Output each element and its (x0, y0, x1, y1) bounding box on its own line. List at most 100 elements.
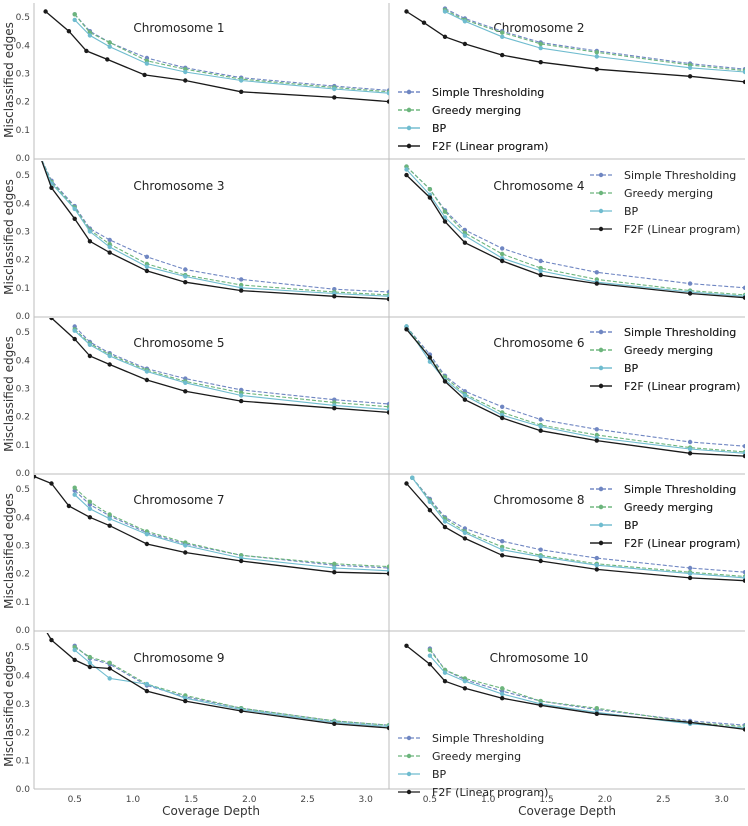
data-point (462, 41, 468, 47)
y-tick-label: 0.3 (16, 700, 30, 710)
data-point (687, 281, 693, 286)
y-tick-label: 0.4 (16, 199, 31, 209)
x-tick-label: 2.0 (242, 795, 257, 805)
data-point (538, 558, 543, 564)
data-point (72, 17, 77, 23)
data-point (84, 48, 89, 54)
data-point (594, 563, 599, 568)
data-point (404, 9, 409, 14)
data-point (442, 670, 448, 675)
legend-label: BP (624, 519, 639, 532)
data-point (144, 532, 150, 537)
data-point (183, 698, 188, 704)
legend-label: F2F (Linear program) (624, 537, 740, 550)
data-point (500, 553, 505, 558)
y-tick-label: 0.2 (16, 728, 30, 738)
y-axis-label: Misclassified edges (2, 651, 16, 767)
y-tick-label: 0.0 (16, 626, 31, 636)
chart-title: Chromosome 1 (133, 21, 224, 35)
x-tick-label: 2.5 (300, 795, 314, 805)
data-point (442, 524, 448, 530)
series-line-f2f-linear-program (41, 161, 389, 300)
legend: Simple Thresholding Greedy merging BP F2F (… (590, 483, 740, 550)
data-point (687, 451, 693, 456)
legend-label: BP (624, 519, 639, 532)
legend-label: Simple Thresholding (624, 483, 736, 496)
data-point (144, 254, 150, 259)
legend-marker (406, 789, 412, 795)
legend-label: BP (432, 122, 447, 135)
data-point (183, 274, 188, 279)
data-point (183, 389, 188, 394)
legend-label: Greedy merging (624, 344, 713, 357)
legend-label: Simple Thresholding (624, 326, 736, 339)
chart-panel-7: 0.0 0.1 0.2 0.3 0.4 0.5 Chromosome 7 (16, 475, 389, 636)
y-tick-label: 0.3 (16, 227, 30, 237)
legend-label: BP (624, 362, 639, 375)
chart-panel-9: 0.0 0.1 0.2 0.3 0.4 0.5 0.5 1.0 1.5 2.0 2.5 3.0 Chro… (16, 628, 389, 805)
y-tick-label: 0.4 (16, 356, 31, 366)
data-point (594, 281, 599, 286)
y-tick-label: 0.1 (16, 598, 30, 608)
legend-label: BP (432, 122, 447, 135)
legend: Simple Thresholding Greedy merging BP F2F (… (590, 169, 740, 236)
y-tick-label: 0.1 (16, 757, 30, 767)
data-point (500, 539, 505, 544)
y-tick-label: 0.2 (16, 413, 30, 423)
data-point (34, 475, 37, 479)
series-line-f2f-linear-program (51, 318, 389, 414)
series-line-bp (74, 649, 389, 728)
data-point (386, 725, 389, 731)
data-point (462, 686, 468, 691)
legend-marker (406, 735, 412, 741)
series-line-f2f-linear-program (34, 475, 389, 575)
data-point (427, 359, 433, 364)
data-point (87, 515, 93, 520)
data-point (66, 29, 72, 34)
data-point (72, 647, 77, 653)
legend-marker (598, 365, 604, 371)
series-line-simple-thresholding (444, 8, 745, 70)
data-point (594, 67, 599, 72)
data-point (594, 567, 599, 572)
y-tick-label: 0.2 (16, 256, 30, 266)
chart-title: Chromosome 10 (490, 651, 589, 665)
chart-panel-1: 0.0 0.1 0.2 0.3 0.4 0.5 Chromosome 1 (16, 9, 389, 164)
data-point (386, 571, 389, 576)
data-point (183, 380, 188, 385)
data-point (500, 258, 505, 264)
data-point (538, 547, 543, 552)
y-tick-label: 0.2 (16, 98, 30, 108)
data-point (500, 415, 505, 421)
legend-marker (598, 329, 604, 335)
data-point (38, 153, 42, 157)
data-point (107, 353, 112, 359)
data-point (462, 536, 468, 541)
data-point (500, 696, 505, 701)
data-point (38, 153, 42, 157)
data-point (427, 355, 433, 360)
data-point (43, 628, 47, 632)
data-point (144, 264, 150, 269)
series-line-greedy-merging (444, 9, 745, 72)
data-point (500, 547, 505, 552)
data-point (538, 703, 543, 708)
x-tick-label: 0.5 (68, 795, 82, 805)
data-point (87, 239, 93, 244)
data-point (538, 45, 543, 51)
data-point (538, 417, 543, 422)
data-point (538, 60, 543, 65)
data-point (107, 362, 112, 367)
data-point (332, 294, 337, 299)
legend-label: Greedy merging (432, 104, 521, 117)
series-group (404, 475, 745, 583)
data-point (332, 565, 337, 571)
legend-label: Greedy merging (624, 501, 713, 514)
series-group (404, 324, 745, 459)
legend-marker (598, 486, 604, 492)
data-point (87, 353, 93, 359)
data-point (500, 686, 505, 691)
data-point (72, 216, 77, 221)
y-tick-label: 0.4 (16, 672, 31, 682)
